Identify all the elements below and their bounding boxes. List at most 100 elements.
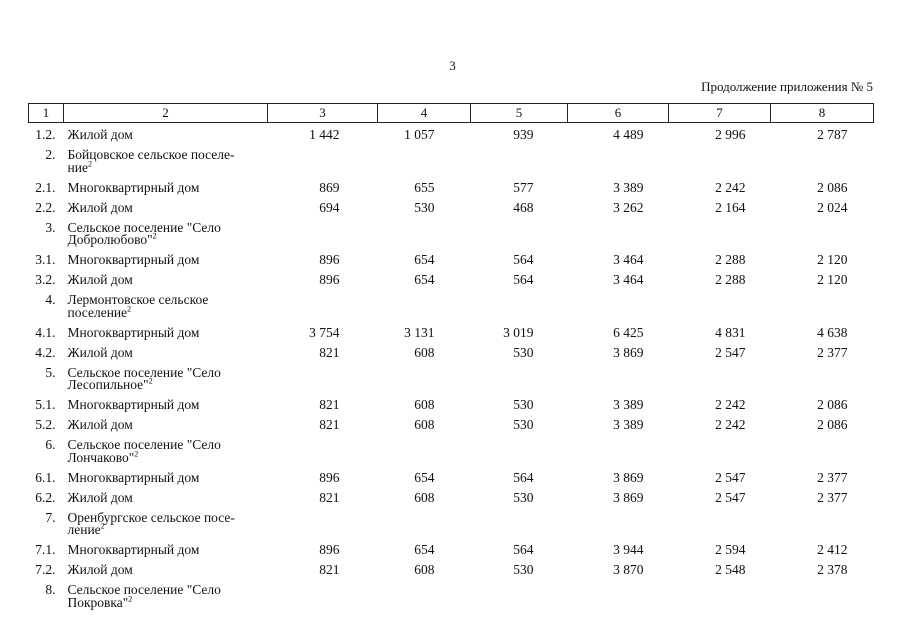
row-value-col3 <box>268 363 378 396</box>
row-name: Многоквартирный дом <box>67 252 200 267</box>
header-cell-1: 1 <box>28 103 64 123</box>
row-name: Многоквартирный дом <box>67 469 200 485</box>
row-value-col7: 4 831 <box>715 324 746 340</box>
row-value-col4 <box>378 290 471 323</box>
row-number: 3. <box>45 219 56 235</box>
row-value-col6 <box>568 218 669 251</box>
table-row: 1.2. Жилой дом 1 442 1 057 939 4 489 2 9… <box>29 123 874 146</box>
row-value-col6 <box>568 508 669 541</box>
table-row: 6.2. Жилой дом 821 608 530 3 869 2 547 2… <box>29 488 874 508</box>
row-number: 4.1. <box>35 324 56 340</box>
row-number: 2.1. <box>35 179 56 195</box>
row-value-col6: 3 464 <box>613 272 644 287</box>
row-value-col5: 530 <box>513 489 534 505</box>
row-value-col6: 4 489 <box>613 127 644 142</box>
row-value-col5 <box>471 363 568 396</box>
row-number: 5. <box>45 364 56 380</box>
row-value-col7 <box>669 218 771 251</box>
row-value-col7: 2 242 <box>715 417 746 432</box>
row-value-col6 <box>568 363 669 396</box>
row-value-col3 <box>268 508 378 541</box>
row-number: 6.2. <box>35 489 56 505</box>
row-value-col7 <box>669 363 771 396</box>
row-value-col4 <box>378 145 471 178</box>
row-value-col4: 3 131 <box>404 324 435 340</box>
row-value-col7: 2 594 <box>715 542 746 557</box>
row-value-col6 <box>568 580 669 613</box>
row-value-col8: 2 378 <box>817 562 848 577</box>
row-name: Оренбургское сельское посе-ление2 <box>67 509 235 537</box>
row-value-col7 <box>669 508 771 541</box>
row-value-col3 <box>268 290 378 323</box>
row-value-col6: 6 425 <box>613 324 644 340</box>
row-number: 4.2. <box>35 344 56 360</box>
row-value-col7: 2 548 <box>715 562 746 577</box>
row-value-col3: 896 <box>319 542 340 557</box>
row-number: 7. <box>45 509 56 525</box>
row-value-col5: 564 <box>513 272 534 287</box>
row-value-col5: 530 <box>513 397 534 412</box>
row-value-col6 <box>568 435 669 468</box>
row-value-col3 <box>268 218 378 251</box>
row-value-col8 <box>771 145 874 178</box>
row-value-col6 <box>568 290 669 323</box>
row-value-col7: 2 288 <box>715 252 746 267</box>
table-row: 5.2. Жилой дом 821 608 530 3 389 2 242 2… <box>29 415 874 435</box>
row-name: Жилой дом <box>67 344 133 360</box>
row-value-col7 <box>669 435 771 468</box>
row-number: 8. <box>45 582 56 597</box>
row-value-col5: 3 019 <box>503 324 534 340</box>
row-value-col8: 4 638 <box>817 324 848 340</box>
table-row: 5. Сельское поселение "Село Лесопильное"2 <box>29 363 874 396</box>
table-row: 3.1. Многоквартирный дом 896 654 564 3 4… <box>29 250 874 270</box>
row-value-col5: 564 <box>513 542 534 557</box>
row-value-col5 <box>471 290 568 323</box>
row-value-col3: 896 <box>319 469 340 485</box>
row-value-col3: 896 <box>319 272 340 287</box>
row-value-col3: 821 <box>319 562 340 577</box>
row-value-col6: 3 389 <box>613 179 644 195</box>
row-name: Сельское поселение "Село Лончаково"2 <box>67 437 221 465</box>
row-name: Лермонтовское сельское поселение2 <box>67 292 209 320</box>
row-value-col4: 654 <box>414 272 435 287</box>
row-value-col3: 694 <box>319 199 340 215</box>
table-row: 5.1. Многоквартирный дом 821 608 530 3 3… <box>29 395 874 415</box>
row-name: Жилой дом <box>67 417 133 432</box>
row-value-col6: 3 464 <box>613 252 644 267</box>
row-value-col4: 608 <box>414 397 435 412</box>
header-cell-7: 7 <box>668 103 771 123</box>
row-value-col4: 608 <box>414 489 435 505</box>
row-number: 6. <box>45 437 56 452</box>
row-number: 2.2. <box>35 199 56 215</box>
row-value-col5: 939 <box>513 127 534 142</box>
row-value-col4: 530 <box>414 199 435 215</box>
row-value-col6: 3 389 <box>613 397 644 412</box>
row-value-col8: 2 377 <box>817 489 848 505</box>
row-value-col3: 821 <box>319 489 340 505</box>
row-value-col8: 2 787 <box>817 127 848 142</box>
row-value-col4 <box>378 363 471 396</box>
row-value-col5 <box>471 218 568 251</box>
table-row: 3. Сельское поселение "Село Добролюбово"2 <box>29 218 874 251</box>
row-number: 7.1. <box>35 542 56 557</box>
row-number: 5.2. <box>35 417 56 432</box>
row-name: Многоквартирный дом <box>67 324 200 340</box>
table-row: 6.1. Многоквартирный дом 896 654 564 3 8… <box>29 468 874 488</box>
row-value-col6: 3 262 <box>613 199 644 215</box>
row-value-col7: 2 242 <box>715 397 746 412</box>
table-row: 6. Сельское поселение "Село Лончаково"2 <box>29 435 874 468</box>
row-value-col5: 468 <box>513 199 534 215</box>
row-value-col7: 2 164 <box>715 199 746 215</box>
row-value-col4: 654 <box>414 252 435 267</box>
row-value-col8: 2 086 <box>817 417 848 432</box>
row-value-col7 <box>669 145 771 178</box>
row-value-col5: 530 <box>513 344 534 360</box>
row-value-col7: 2 547 <box>715 344 746 360</box>
table-row: 3.2. Жилой дом 896 654 564 3 464 2 288 2… <box>29 270 874 290</box>
table-header-row: 1 2 3 4 5 6 7 8 <box>28 103 874 123</box>
row-value-col3: 821 <box>319 397 340 412</box>
row-value-col6: 3 869 <box>613 344 644 360</box>
row-value-col4: 608 <box>414 344 435 360</box>
table-row: 2. Бойцовское сельское поселе-ние2 <box>29 145 874 178</box>
